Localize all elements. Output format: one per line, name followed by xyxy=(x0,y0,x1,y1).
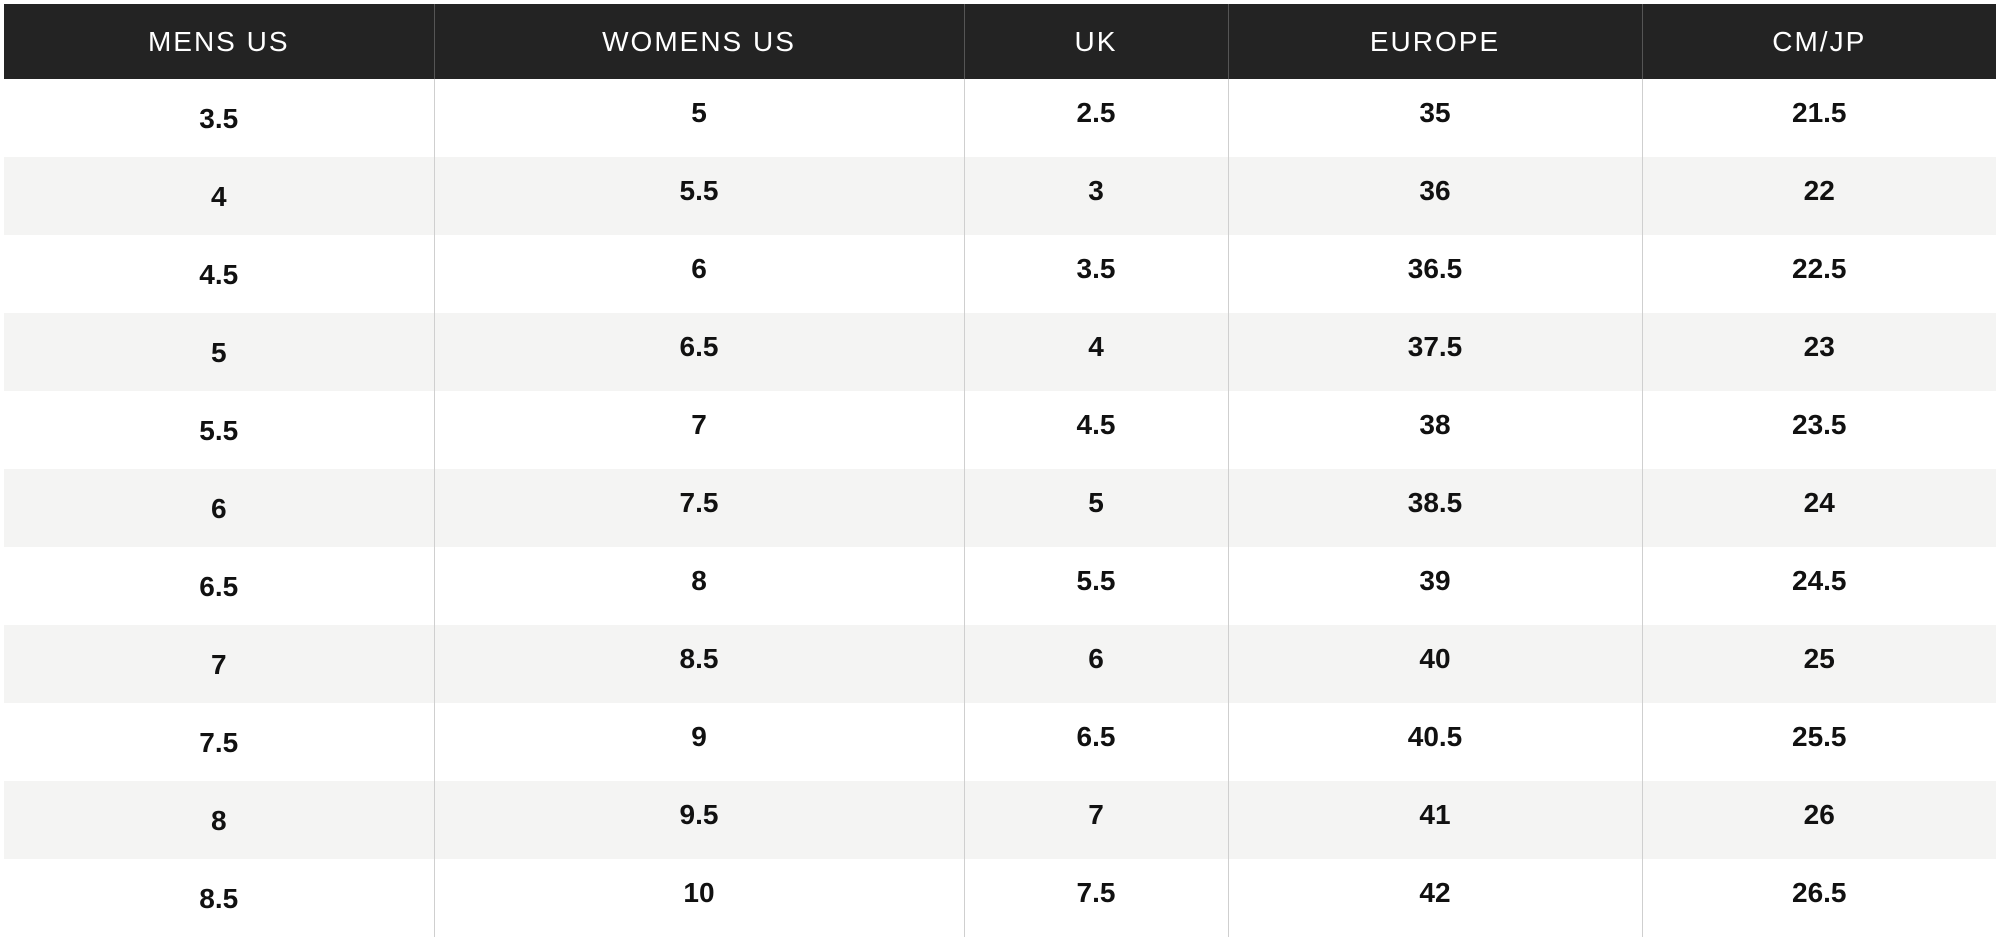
cell-cm-jp: 24 xyxy=(1803,487,1835,518)
cell-mens-us: 4 xyxy=(4,157,435,235)
cell-uk: 3.5 xyxy=(964,235,1229,313)
cell-cm-jp: 22 xyxy=(1803,175,1835,206)
table-row: 6.5 8 5.5 39 24.5 xyxy=(4,547,1996,625)
cell-womens-us: 9.5 xyxy=(434,781,965,859)
cell-mens-us: 7.5 xyxy=(4,703,435,781)
cell-europe: 39 xyxy=(1228,547,1643,625)
table-row: 4.5 6 3.5 36.5 22.5 xyxy=(4,235,1996,313)
cell-uk: 3 xyxy=(964,157,1229,235)
cell-uk: 4.5 xyxy=(964,391,1229,469)
size-chart-body: 3.5 5 2.5 35 21.5 4 5.5 3 36 22 4.5 6 3.5 36.5 22.5 5 6.… xyxy=(4,79,1996,937)
cell-womens-us: 6 xyxy=(434,235,965,313)
cell-cm-jp: 21.5 xyxy=(1792,97,1847,128)
cell-mens-us: 8 xyxy=(4,781,435,859)
cell-mens-us: 6 xyxy=(4,469,435,547)
cell-mens-us: 3.5 xyxy=(4,79,435,157)
column-header-mens-us: MENS US xyxy=(4,4,435,79)
cell-uk: 2.5 xyxy=(964,79,1229,157)
cell-cm-jp: 26 xyxy=(1803,799,1835,830)
cell-womens-us: 8 xyxy=(434,547,965,625)
table-row: 4 5.5 3 36 22 xyxy=(4,157,1996,235)
cell-womens-us: 7.5 xyxy=(434,469,965,547)
cell-womens-us: 7 xyxy=(434,391,965,469)
column-header-womens-us: WOMENS US xyxy=(434,4,965,79)
cell-uk: 7 xyxy=(964,781,1229,859)
table-row: 8 9.5 7 41 26 xyxy=(4,781,1996,859)
cell-cm-jp: 23.5 xyxy=(1792,409,1847,440)
cell-uk: 5.5 xyxy=(964,547,1229,625)
cell-womens-us: 6.5 xyxy=(434,313,965,391)
cell-mens-us: 4.5 xyxy=(4,235,435,313)
cell-uk: 4 xyxy=(964,313,1229,391)
cell-europe: 40.5 xyxy=(1228,703,1643,781)
cell-europe: 40 xyxy=(1228,625,1643,703)
cell-cm-jp: 23 xyxy=(1803,331,1835,362)
cell-womens-us: 5 xyxy=(434,79,965,157)
table-row: 3.5 5 2.5 35 21.5 xyxy=(4,79,1996,157)
cell-womens-us: 5.5 xyxy=(434,157,965,235)
table-row: 5 6.5 4 37.5 23 xyxy=(4,313,1996,391)
cell-uk: 6.5 xyxy=(964,703,1229,781)
cell-uk: 7.5 xyxy=(964,859,1229,937)
cell-mens-us: 8.5 xyxy=(4,859,435,937)
cell-europe: 36 xyxy=(1228,157,1643,235)
cell-uk: 6 xyxy=(964,625,1229,703)
column-header-europe: EUROPE xyxy=(1228,4,1643,79)
table-row: 6 7.5 5 38.5 24 xyxy=(4,469,1996,547)
header-row: MENS US WOMENS US UK EUROPE CM/JP xyxy=(4,4,1996,79)
cell-womens-us: 9 xyxy=(434,703,965,781)
cell-womens-us: 10 xyxy=(434,859,965,937)
table-row: 8.5 10 7.5 42 26.5 xyxy=(4,859,1996,937)
cell-cm-jp: 25.5 xyxy=(1792,721,1847,752)
cell-cm-jp: 26.5 xyxy=(1792,877,1847,908)
cell-mens-us: 7 xyxy=(4,625,435,703)
size-chart-table: MENS US WOMENS US UK EUROPE CM/JP 3.5 5 2.… xyxy=(4,4,1996,937)
cell-europe: 38 xyxy=(1228,391,1643,469)
cell-mens-us: 5 xyxy=(4,313,435,391)
table-row: 7 8.5 6 40 25 xyxy=(4,625,1996,703)
table-row: 5.5 7 4.5 38 23.5 xyxy=(4,391,1996,469)
cell-europe: 37.5 xyxy=(1228,313,1643,391)
cell-cm-jp: 24.5 xyxy=(1792,565,1847,596)
cell-europe: 38.5 xyxy=(1228,469,1643,547)
column-header-uk: UK xyxy=(964,4,1229,79)
cell-europe: 41 xyxy=(1228,781,1643,859)
column-header-cm-jp: CM/JP xyxy=(1772,25,1867,57)
size-chart-header: MENS US WOMENS US UK EUROPE CM/JP xyxy=(4,4,1996,79)
cell-europe: 36.5 xyxy=(1228,235,1643,313)
table-row: 7.5 9 6.5 40.5 25.5 xyxy=(4,703,1996,781)
cell-europe: 42 xyxy=(1228,859,1643,937)
cell-cm-jp: 22.5 xyxy=(1792,253,1847,284)
cell-europe: 35 xyxy=(1228,79,1643,157)
cell-mens-us: 5.5 xyxy=(4,391,435,469)
cell-uk: 5 xyxy=(964,469,1229,547)
cell-womens-us: 8.5 xyxy=(434,625,965,703)
cell-cm-jp: 25 xyxy=(1803,643,1835,674)
cell-mens-us: 6.5 xyxy=(4,547,435,625)
